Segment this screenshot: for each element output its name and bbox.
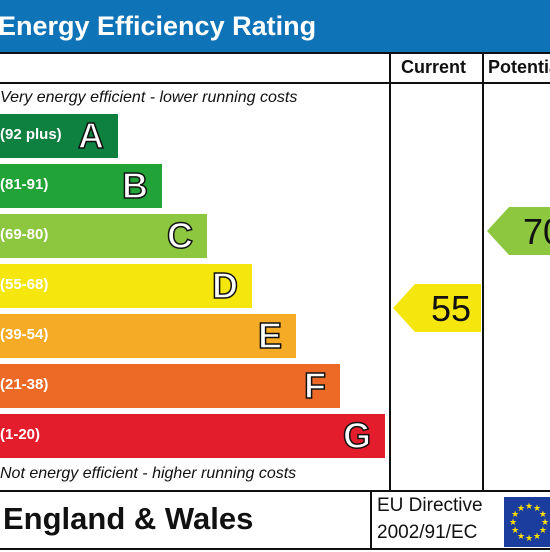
top-note: Very energy efficient - lower running co… <box>0 89 298 106</box>
directive-line-1: EU Directive <box>377 495 483 516</box>
band-c: (69-80) C <box>0 214 207 258</box>
page-title: Energy Efficiency Rating <box>0 11 317 41</box>
band-b-letter: B <box>121 164 149 207</box>
flag-star-icon: ★ <box>533 503 541 513</box>
band-d-letter: D <box>211 264 239 307</box>
band-f: (21-38) F <box>0 364 340 408</box>
header-divider <box>0 82 550 84</box>
potential-column-header: Potentia <box>488 57 550 77</box>
flag-star-icon: ★ <box>517 503 525 513</box>
band-c-letter: C <box>166 214 194 257</box>
bottom-note: Not energy efficient - higher running co… <box>0 465 297 482</box>
band-e-range: (39-54) <box>0 326 49 343</box>
potential-column-left-line <box>482 52 484 490</box>
flag-star-icon: ★ <box>525 533 533 543</box>
flag-star-icon: ★ <box>541 517 549 527</box>
flag-star-icon: ★ <box>517 531 525 541</box>
band-e: (39-54) E <box>0 314 296 358</box>
current-column-left-line <box>389 52 391 490</box>
band-b-range: (81-91) <box>0 176 49 193</box>
outer-frame <box>0 52 550 550</box>
current-column-header: Current <box>401 57 467 77</box>
flag-star-icon: ★ <box>533 531 541 541</box>
band-f-range: (21-38) <box>0 376 49 393</box>
current-rating-value: 55 <box>431 288 472 329</box>
band-g-range: (1-20) <box>0 426 41 443</box>
flag-star-icon: ★ <box>539 509 547 519</box>
band-e-letter: E <box>257 314 283 357</box>
flag-star-icon: ★ <box>539 525 547 535</box>
band-c-range: (69-80) <box>0 226 49 243</box>
band-a-range: (92 plus) <box>0 126 62 143</box>
band-d-range: (55-68) <box>0 276 49 293</box>
band-a-letter: A <box>77 114 105 157</box>
band-f-letter: F <box>303 364 327 407</box>
footer-vertical-divider <box>370 490 372 550</box>
eu-flag-icon: ★ ★ ★ ★ ★ ★ ★ ★ ★ ★ ★ ★ <box>504 497 550 547</box>
flag-star-icon: ★ <box>509 517 517 527</box>
band-a: (92 plus) A <box>0 114 118 158</box>
potential-rating-value: 70 <box>523 211 550 252</box>
flag-star-icon: ★ <box>511 509 519 519</box>
footer-divider <box>0 490 550 492</box>
title-bar: Energy Efficiency Rating <box>0 0 550 52</box>
directive-line-2: 2002/91/EC <box>377 522 478 543</box>
flag-star-icon: ★ <box>511 525 519 535</box>
potential-rating-arrow: 70 <box>487 207 550 255</box>
current-rating-arrow: 55 <box>393 284 481 332</box>
band-g-letter: G <box>342 414 372 457</box>
flag-star-icon: ★ <box>525 501 533 511</box>
band-d: (55-68) D <box>0 264 252 308</box>
band-b: (81-91) B <box>0 164 162 208</box>
region-label: England & Wales <box>3 501 254 536</box>
band-g: (1-20) G <box>0 414 385 458</box>
